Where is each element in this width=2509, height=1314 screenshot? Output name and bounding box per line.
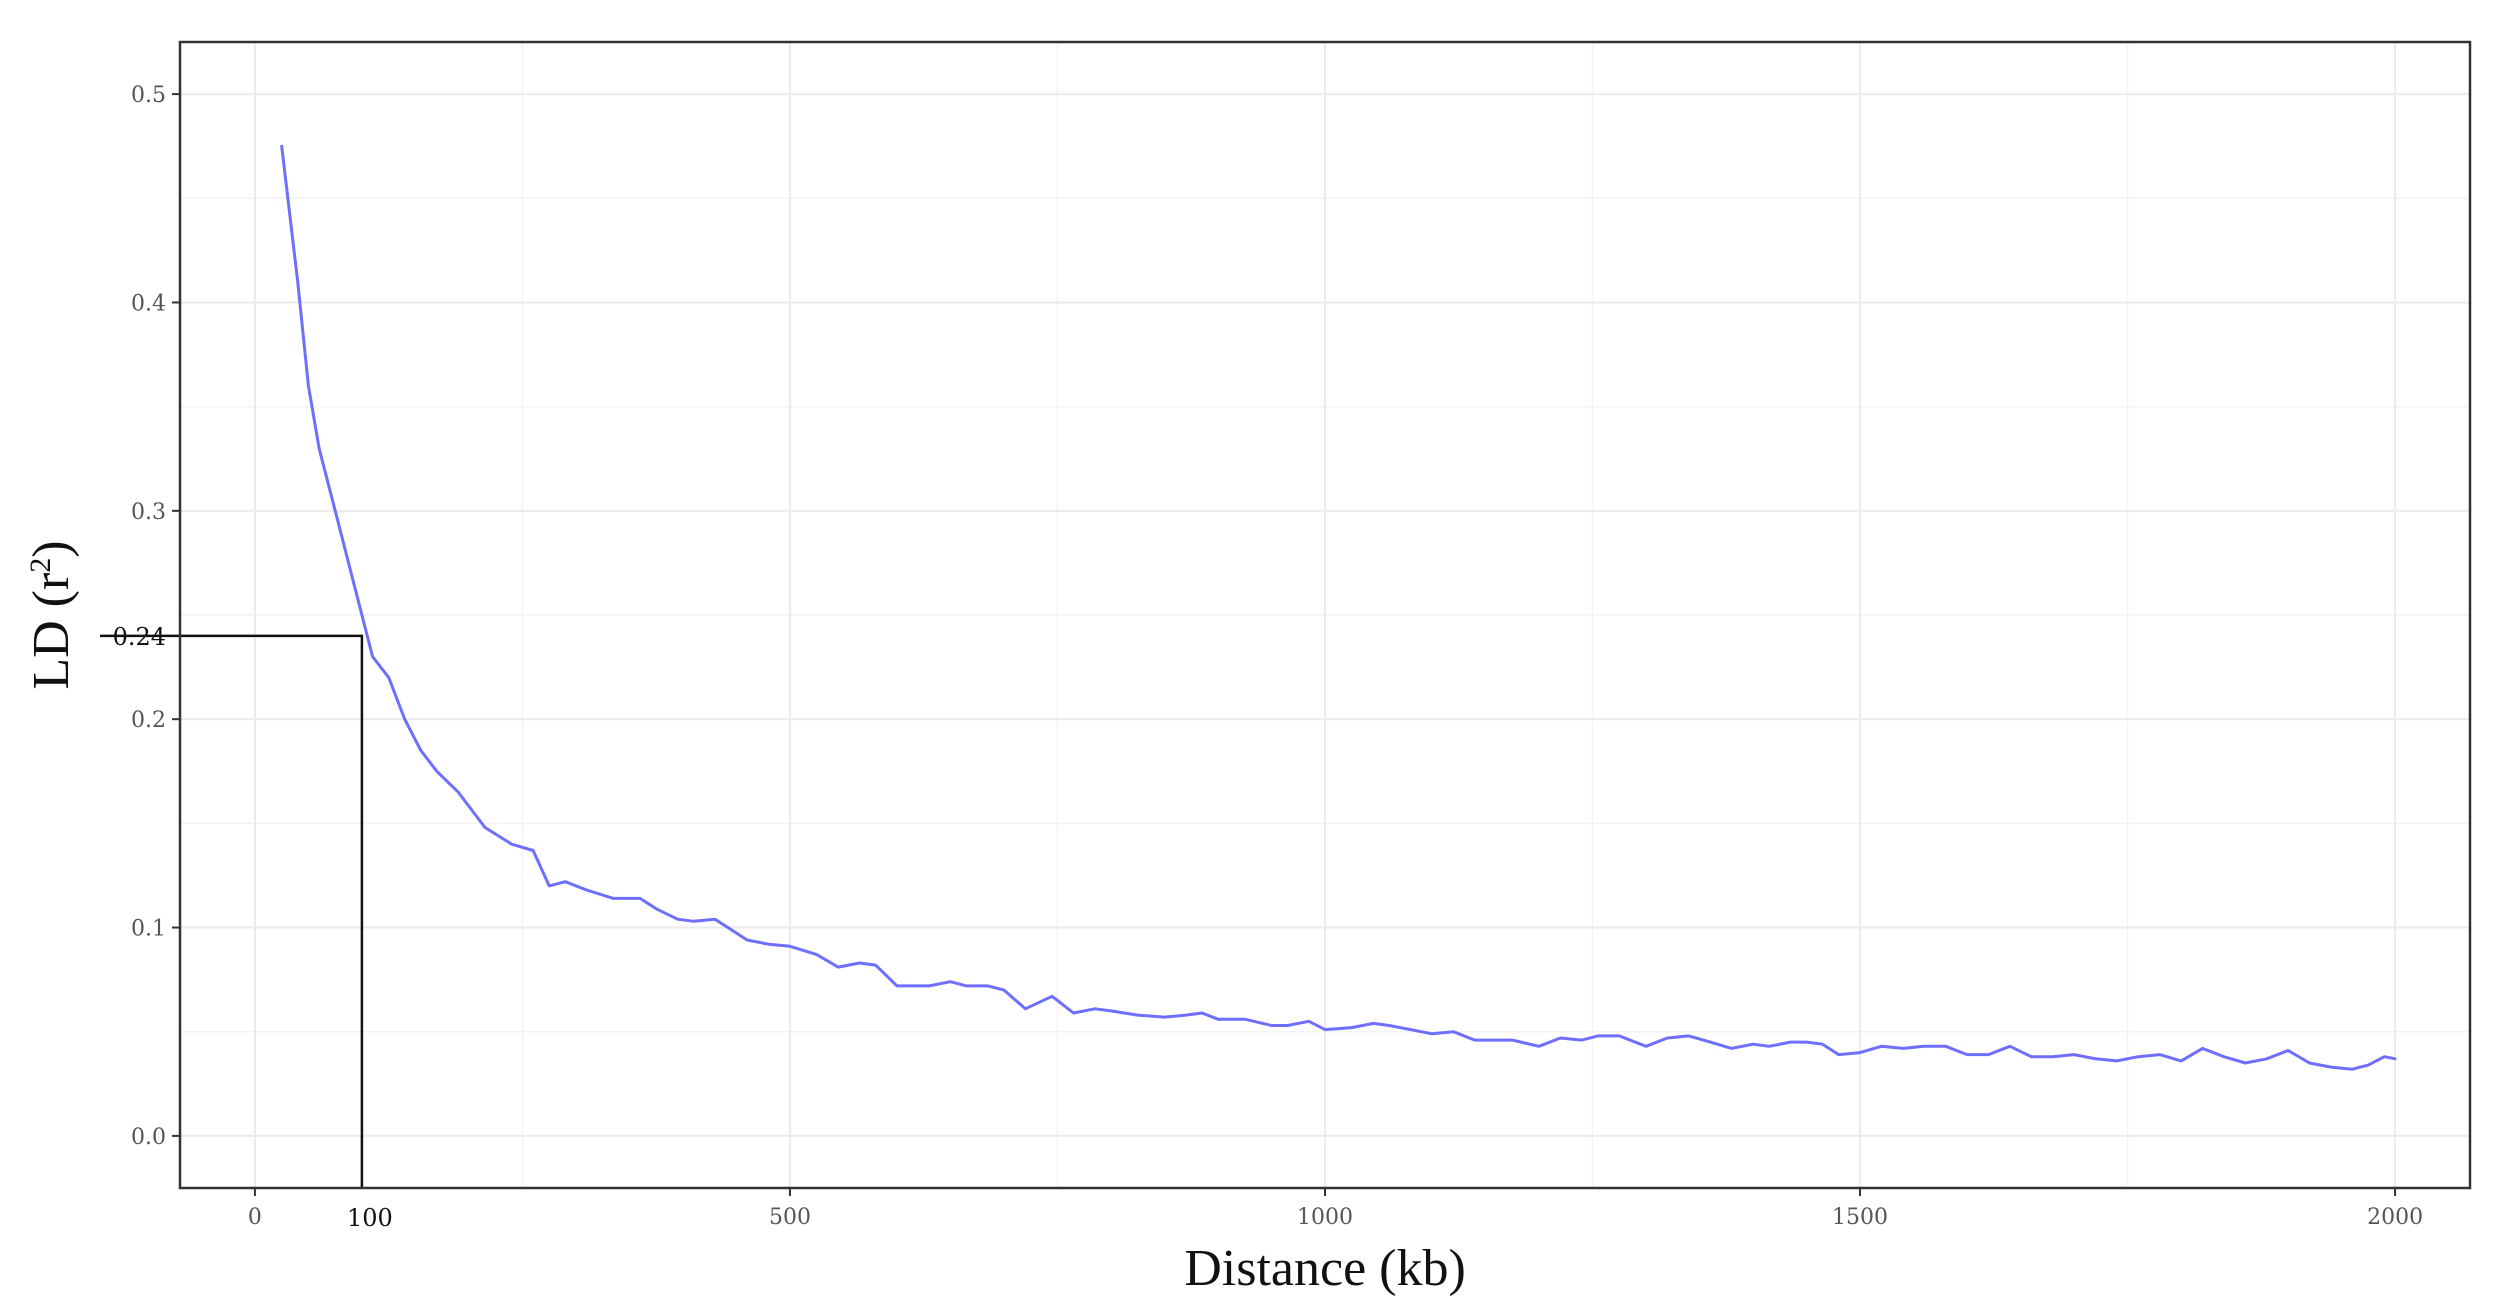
x-tick-label: 500 (769, 1205, 811, 1230)
y-tick-label: 0.5 (131, 83, 166, 108)
y-tick-label: 0.3 (131, 500, 166, 525)
y-tick-label: 0.2 (131, 708, 166, 733)
y-tick-label: 0.0 (131, 1125, 166, 1150)
y-axis-ticks: 0.0 0.1 0.2 0.3 0.4 0.5 0.24 (113, 83, 180, 1150)
reference-x-label: 100 (347, 1204, 393, 1232)
major-gridlines (180, 42, 2470, 1188)
reference-lines (100, 634, 364, 1188)
x-tick-label: 2000 (2367, 1205, 2423, 1230)
x-axis-ticks: 0 500 1000 1500 2000 100 (248, 1188, 2423, 1232)
y-tick-label: 0.4 (131, 291, 166, 316)
x-tick-label: 1500 (1832, 1205, 1888, 1230)
x-tick-label: 0 (248, 1205, 262, 1230)
x-axis-title: Distance (kb) (1184, 1240, 1466, 1297)
reference-y-label: 0.24 (113, 623, 166, 651)
ld-decay-line (280, 144, 2397, 1071)
y-axis-title: LD (r2) (23, 540, 80, 689)
x-tick-label: 1000 (1297, 1205, 1353, 1230)
y-axis-title-main: LD (r (23, 573, 80, 690)
ld-threshold-reference-line (100, 634, 364, 1188)
y-axis-title-close: ) (23, 540, 80, 557)
y-axis-title-superscript: 2 (24, 558, 57, 573)
y-tick-label: 0.1 (131, 917, 166, 942)
